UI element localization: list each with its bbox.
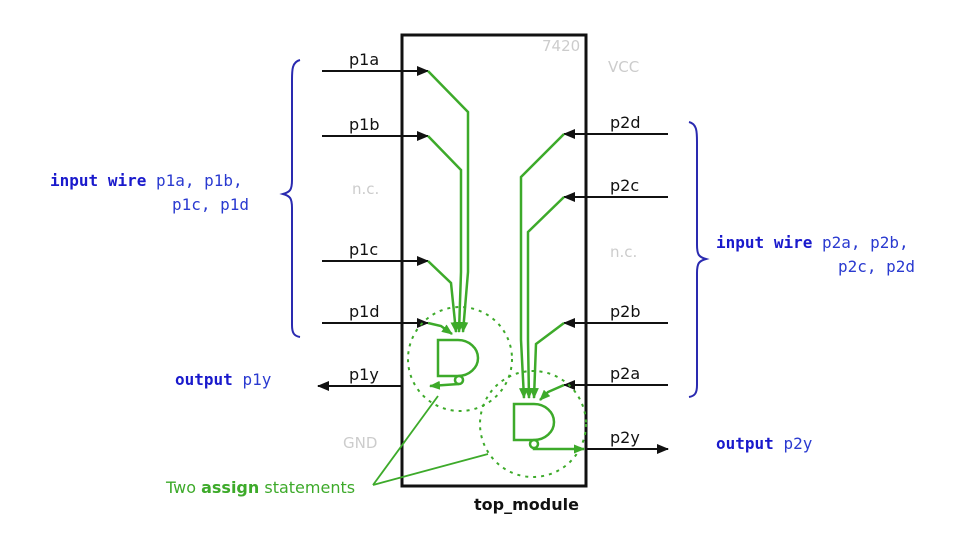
pin-p1a-label: p1a bbox=[349, 50, 379, 69]
vcc-label: VCC bbox=[608, 58, 639, 76]
right-input-declaration-line1: input wire p2a, p2b, bbox=[716, 233, 909, 252]
gate1-wiring bbox=[427, 70, 470, 390]
chip-part-number: 7420 bbox=[542, 37, 580, 55]
right-input-bracket bbox=[688, 121, 710, 398]
left-input-declaration-line2: p1c, p1d bbox=[172, 195, 249, 214]
pin-p2a-label: p2a bbox=[610, 364, 640, 383]
left-input-bracket bbox=[279, 59, 301, 338]
gnd-label: GND bbox=[343, 434, 377, 452]
left-input-declaration-line1: input wire p1a, p1b, bbox=[50, 171, 243, 190]
pin-p1d-label: p1d bbox=[349, 302, 380, 321]
pin-p2d-label: p2d bbox=[610, 113, 641, 132]
annotation-text: Two assign statements bbox=[165, 478, 355, 497]
pin-p1c-label: p1c bbox=[349, 240, 378, 259]
module-name: top_module bbox=[474, 495, 579, 514]
chip-body bbox=[400, 33, 588, 488]
pin-p1b-label: p1b bbox=[349, 115, 380, 134]
nand-gate-2-bubble bbox=[528, 438, 540, 450]
gate1-highlight-circle bbox=[407, 306, 513, 412]
right-output-declaration: output p2y bbox=[716, 434, 813, 453]
gate2-highlight-circle bbox=[479, 370, 587, 478]
nand-gate-1 bbox=[436, 338, 480, 378]
nc-label-right: n.c. bbox=[610, 243, 637, 261]
left-output-declaration: output p1y bbox=[175, 370, 272, 389]
annotation-pointer-1 bbox=[372, 395, 439, 486]
pin-p2c-label: p2c bbox=[610, 176, 639, 195]
nand-gate-1-bubble bbox=[453, 374, 465, 386]
pin-p2b-label: p2b bbox=[610, 302, 641, 321]
gate2-wiring bbox=[518, 133, 585, 454]
annotation-pointer-2 bbox=[372, 453, 489, 486]
pin-p1y-label: p1y bbox=[349, 365, 379, 384]
right-input-declaration-line2: p2c, p2d bbox=[838, 257, 915, 276]
nand-gate-2 bbox=[512, 402, 556, 442]
pin-p2y-label: p2y bbox=[610, 428, 640, 447]
nc-label-left: n.c. bbox=[352, 180, 379, 198]
